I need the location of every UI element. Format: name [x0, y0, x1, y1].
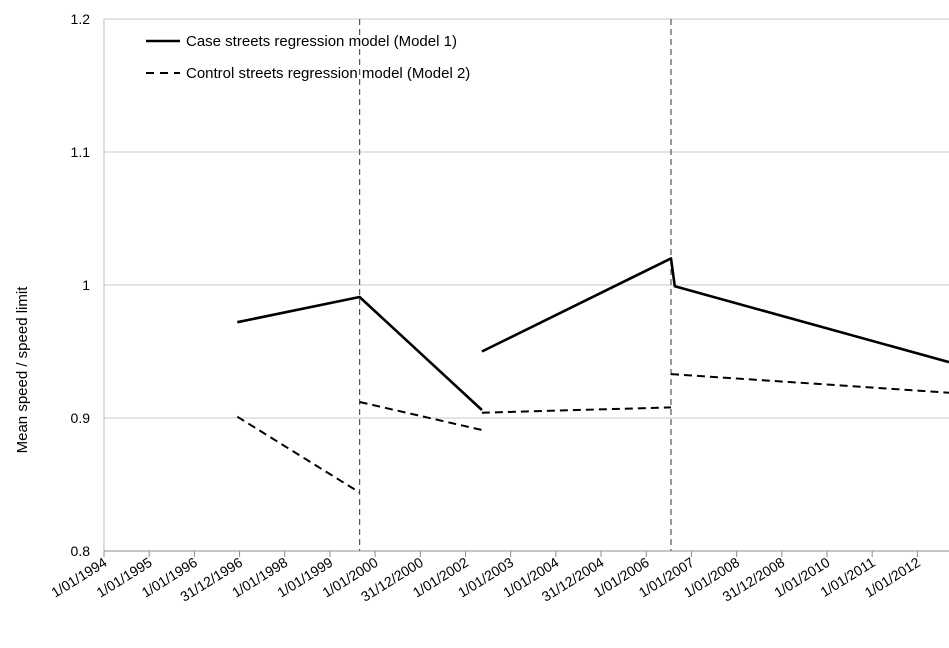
y-tick-label: 1.2 [71, 11, 91, 27]
series-line [481, 257, 949, 364]
legend-label: Case streets regression model (Model 1) [186, 33, 457, 50]
series-1 [237, 257, 949, 411]
series-line [359, 401, 483, 431]
y-tick-label: 0.8 [71, 543, 91, 559]
series-line [670, 373, 949, 394]
series-line [481, 406, 672, 414]
y-tick-label: 1 [82, 277, 90, 293]
series-group [236, 257, 949, 494]
y-tick-labels: 0.8 0.9 1 1.1 1.2 [71, 11, 91, 559]
series-2 [236, 373, 949, 494]
series-line [237, 295, 483, 411]
gridlines [104, 18, 949, 419]
y-axis-label: Mean speed / speed limit [14, 286, 31, 454]
intervention-lines [359, 19, 672, 551]
x-tick-labels: 1/01/19941/01/19951/01/199631/12/19961/0… [48, 554, 923, 605]
y-tick-label: 1.1 [71, 144, 91, 160]
legend: Case streets regression model (Model 1) C… [146, 33, 470, 82]
series-line [236, 415, 361, 494]
axes [103, 19, 949, 557]
legend-label: Control streets regression model (Model … [186, 65, 470, 82]
y-tick-label: 0.9 [71, 410, 91, 426]
